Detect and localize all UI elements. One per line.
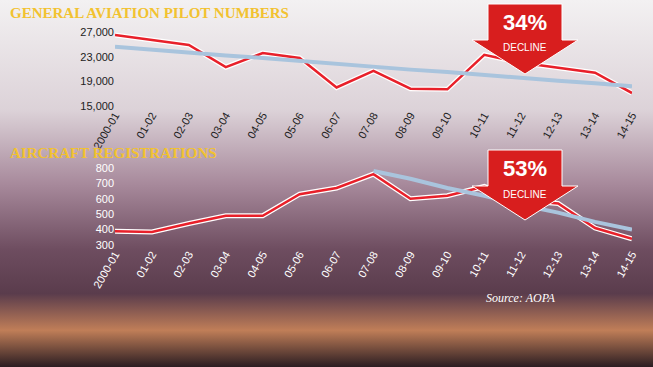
svg-text:04-05: 04-05 (245, 249, 269, 279)
svg-text:06-07: 06-07 (319, 249, 343, 279)
svg-text:GENERAL AVIATION PILOT NUMBERS: GENERAL AVIATION PILOT NUMBERS (10, 5, 289, 21)
svg-text:19,000: 19,000 (80, 75, 114, 87)
svg-text:23,000: 23,000 (80, 51, 114, 63)
svg-text:02-03: 02-03 (171, 110, 195, 140)
svg-text:13-14: 13-14 (577, 110, 601, 140)
svg-text:AIRCRAFT REGISTRATIONS: AIRCRAFT REGISTRATIONS (10, 145, 217, 161)
svg-text:02-03: 02-03 (171, 249, 195, 279)
svg-text:03-04: 03-04 (208, 249, 232, 279)
svg-text:04-05: 04-05 (245, 110, 269, 140)
svg-text:800: 800 (96, 162, 114, 174)
svg-text:09-10: 09-10 (429, 110, 453, 140)
svg-text:01-02: 01-02 (134, 110, 158, 140)
svg-text:700: 700 (96, 177, 114, 189)
svg-text:10-11: 10-11 (467, 249, 491, 279)
svg-text:400: 400 (96, 223, 114, 235)
svg-text:53%: 53% (503, 156, 547, 181)
svg-text:2000-01: 2000-01 (91, 249, 122, 290)
svg-text:08-09: 08-09 (392, 249, 416, 279)
svg-text:14-15: 14-15 (614, 110, 638, 140)
svg-text:2000-01: 2000-01 (91, 110, 122, 151)
svg-text:11-12: 11-12 (504, 110, 528, 140)
svg-text:14-15: 14-15 (614, 249, 638, 279)
svg-text:05-06: 05-06 (282, 110, 306, 140)
svg-text:34%: 34% (503, 10, 547, 35)
svg-text:DECLINE: DECLINE (503, 42, 547, 53)
svg-text:07-08: 07-08 (356, 249, 380, 279)
svg-text:12-13: 12-13 (540, 110, 564, 140)
svg-text:DECLINE: DECLINE (503, 189, 547, 200)
svg-text:500: 500 (96, 208, 114, 220)
svg-text:06-07: 06-07 (319, 110, 343, 140)
svg-text:27,000: 27,000 (80, 26, 114, 38)
svg-text:05-06: 05-06 (282, 249, 306, 279)
svg-text:15,000: 15,000 (80, 100, 114, 112)
svg-text:300: 300 (96, 239, 114, 251)
svg-text:09-10: 09-10 (429, 249, 453, 279)
svg-text:13-14: 13-14 (577, 249, 601, 279)
svg-text:600: 600 (96, 193, 114, 205)
svg-text:12-13: 12-13 (540, 249, 564, 279)
svg-text:Source: AOPA: Source: AOPA (486, 291, 555, 305)
svg-text:01-02: 01-02 (134, 249, 158, 279)
svg-text:07-08: 07-08 (356, 110, 380, 140)
svg-text:03-04: 03-04 (208, 110, 232, 140)
svg-text:11-12: 11-12 (504, 249, 528, 279)
svg-text:08-09: 08-09 (392, 110, 416, 140)
svg-text:10-11: 10-11 (467, 110, 491, 140)
